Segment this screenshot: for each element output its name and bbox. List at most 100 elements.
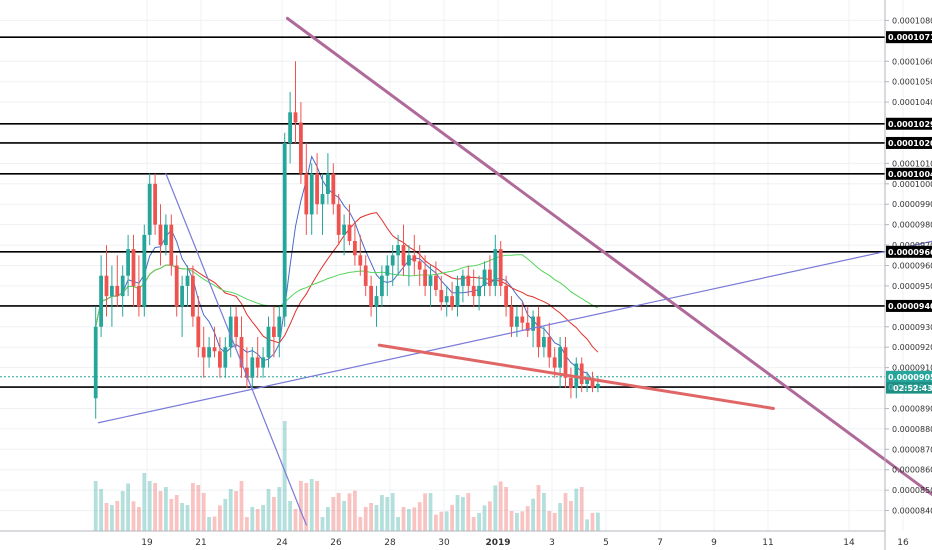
volume-bar (342, 501, 346, 531)
volume-bar (471, 517, 476, 531)
candle-body (552, 357, 557, 368)
candle-body (374, 296, 379, 307)
time-tick-label: 19 (141, 538, 153, 548)
candle-body (153, 183, 157, 225)
volume-bar (563, 493, 568, 531)
volume-bar (272, 497, 276, 531)
trend-line[interactable] (165, 172, 307, 526)
candle-body (396, 245, 400, 256)
volume-bar (315, 481, 319, 531)
candle-body (353, 240, 357, 256)
volume-bar (353, 490, 357, 531)
candle-body (93, 326, 98, 399)
candle-body (536, 316, 541, 348)
candle-body (309, 173, 314, 215)
candle-body (131, 249, 136, 286)
candle-body (272, 326, 276, 337)
candle-body (142, 234, 147, 307)
level-badge-label: 0.00009667 (888, 248, 932, 257)
volume-bar (504, 487, 508, 531)
moving-averages (95, 155, 599, 382)
price-tick-label: 0.00009200 (892, 343, 932, 352)
volume-bar (542, 493, 546, 531)
candle-body (428, 275, 433, 286)
horizontal-levels[interactable] (0, 36, 885, 388)
volume-bar (331, 497, 336, 531)
volume-bar (99, 489, 103, 531)
level-badge (886, 167, 932, 180)
volume-bar (455, 495, 460, 531)
level-badge-label: 0.00010718 (888, 33, 932, 42)
candle-body (304, 173, 309, 215)
trend-line[interactable] (97, 221, 932, 424)
volume-bar (498, 481, 503, 531)
time-tick-label: 24 (276, 538, 288, 548)
candle-body (461, 275, 465, 286)
volume-bar (407, 509, 411, 531)
candle-body (245, 367, 249, 378)
candle-body (99, 275, 103, 327)
price-tick-label: 0.00009700 (892, 241, 932, 250)
price-scale[interactable]: 0.00010800 0.00010600 0.00010500 0.00010400… (885, 16, 932, 516)
candle-body (239, 336, 244, 368)
volume-bar (164, 487, 168, 531)
time-tick-label: 21 (195, 538, 206, 548)
candle-body (174, 265, 179, 307)
volume-bar (482, 505, 487, 531)
candle-body (201, 347, 206, 358)
trend-line[interactable] (377, 343, 775, 410)
level-badge-label: 0.00010294 (888, 120, 932, 129)
volume-bar (466, 493, 471, 531)
candle-body (255, 357, 260, 368)
level-badge-label: 0.00009402 (888, 302, 932, 311)
price-tick-label: 0.00010000 (892, 180, 932, 189)
candle-body (417, 261, 422, 270)
time-tick-label: 14 (843, 538, 855, 548)
candle-body (471, 285, 476, 297)
candle-body (228, 316, 233, 348)
volume-bar (558, 503, 562, 531)
level-badge (886, 117, 932, 130)
trend-line[interactable] (285, 16, 932, 524)
volume-bar (493, 485, 498, 531)
price-tick-label: 0.00009600 (892, 262, 932, 271)
candle-body (525, 322, 530, 331)
time-tick-label: 2019 (485, 538, 510, 548)
volume-bar (531, 498, 535, 531)
volume-bar (439, 511, 444, 531)
volume-bar (147, 481, 152, 531)
volume-bar (374, 505, 379, 531)
candle-body (520, 316, 525, 323)
candle-body (498, 249, 503, 286)
volume-bar (104, 503, 109, 531)
price-tick-label: 0.00008800 (892, 425, 932, 434)
volume-bar (255, 509, 260, 531)
price-tick-label: 0.00009300 (892, 323, 932, 332)
volume-bar (169, 499, 174, 531)
volume-bar (380, 495, 384, 531)
time-scale[interactable]: 1921242628302019357911141618 (141, 538, 932, 548)
candle-body (585, 377, 589, 384)
level-badge-label: 0.00010049 (888, 170, 932, 179)
volume-bar (390, 493, 395, 531)
candle-body (336, 204, 341, 235)
volume-bar (115, 501, 120, 531)
volume-bar (142, 473, 147, 531)
candle-body (196, 316, 201, 348)
volume-bar (488, 501, 492, 531)
candle-body (137, 285, 141, 307)
candle-body (250, 357, 255, 378)
candle-body (504, 285, 508, 307)
price-tick-label: 0.00008900 (892, 404, 932, 413)
level-badge-label: 0.00010200 (888, 139, 932, 148)
price-tick-label: 0.00010400 (892, 98, 932, 107)
level-badge (886, 245, 932, 258)
price-tick-label: 0.00010500 (892, 78, 932, 87)
trend-lines[interactable] (97, 16, 932, 526)
candle-body (385, 265, 390, 276)
volume-bar (196, 485, 201, 531)
volume-bar (412, 507, 417, 531)
volume-bar (525, 506, 530, 531)
current-price-badge (886, 370, 932, 383)
